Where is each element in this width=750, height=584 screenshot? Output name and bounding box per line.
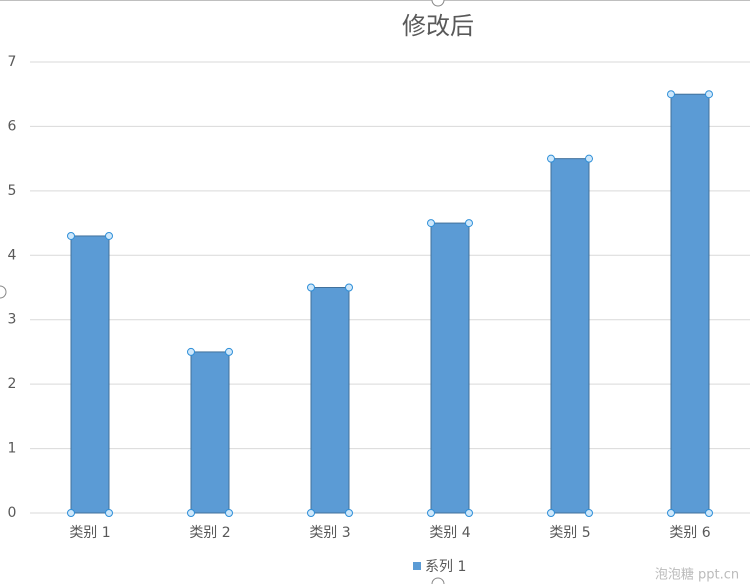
selection-handle [465, 219, 473, 228]
selection-handle [345, 283, 353, 292]
selection-handle [307, 283, 315, 292]
selection-handle [667, 509, 675, 517]
selection-handle [427, 509, 435, 517]
selection-handle [585, 154, 593, 163]
selection-handle [225, 509, 233, 517]
chart-title: 修改后 [402, 12, 474, 40]
x-tick-label: 类别 2 [189, 525, 230, 541]
selection-handle [705, 90, 713, 99]
resize-handle[interactable] [0, 285, 7, 299]
x-tick-label: 类别 6 [669, 525, 710, 541]
y-tick-label: 2 [8, 376, 17, 392]
legend-swatch [413, 562, 421, 570]
selection-handle [307, 509, 315, 517]
y-tick-label: 3 [8, 312, 17, 328]
selection-handle [465, 509, 473, 517]
selection-handle [187, 347, 195, 356]
y-tick-label: 6 [8, 118, 17, 134]
watermark: 泡泡糖 ppt.cn [655, 567, 739, 583]
y-tick-label: 7 [8, 54, 17, 70]
y-tick-label: 4 [8, 247, 17, 263]
selection-handle [105, 509, 113, 517]
bar[interactable] [310, 287, 350, 514]
selection-handle [547, 509, 555, 517]
selection-handle [67, 509, 75, 517]
x-tick-label: 类别 5 [549, 525, 590, 541]
bar[interactable] [670, 93, 710, 514]
selection-handle [667, 90, 675, 99]
resize-handle[interactable] [431, 0, 445, 7]
x-tick-label: 类别 1 [69, 525, 110, 541]
selection-handle [105, 231, 113, 240]
y-tick-label: 5 [8, 183, 17, 199]
selection-handle [187, 509, 195, 517]
selection-handle [345, 509, 353, 517]
selection-handle [427, 219, 435, 228]
selection-handle [585, 509, 593, 517]
bar[interactable] [550, 158, 590, 514]
x-tick-label: 类别 4 [429, 525, 470, 541]
bar[interactable] [430, 222, 470, 514]
selection-handle [67, 231, 75, 240]
selection-handle [547, 154, 555, 163]
selection-handle [225, 347, 233, 356]
y-tick-label: 1 [8, 441, 17, 457]
x-tick-label: 类别 3 [309, 525, 350, 541]
bar[interactable] [70, 235, 110, 514]
selection-handle [705, 509, 713, 517]
legend-label: 系列 1 [425, 559, 466, 575]
resize-handle[interactable] [431, 577, 445, 584]
y-tick-label: 0 [8, 505, 17, 521]
bar[interactable] [190, 351, 230, 514]
